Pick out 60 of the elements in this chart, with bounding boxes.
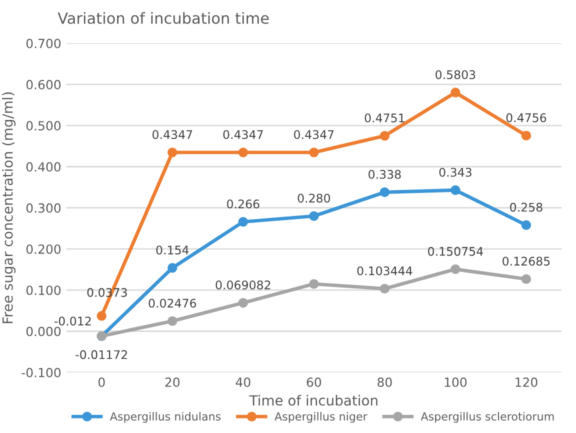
x-tick-label: 60	[306, 377, 322, 387]
point	[450, 185, 460, 196]
point	[309, 211, 319, 221]
data-label: 0.4347	[223, 130, 263, 140]
data-label: 0.258	[510, 202, 542, 212]
x-tick-label: 20	[165, 377, 180, 387]
data-label: 0.069082	[216, 280, 270, 290]
y-tick-label: 0.600	[26, 80, 61, 90]
point	[521, 220, 532, 230]
data-label: 0.103444	[357, 266, 412, 276]
x-tick-label: 120	[516, 377, 538, 387]
point	[309, 279, 319, 289]
y-tick-label: 0.000	[26, 326, 61, 336]
data-label: -0.012	[54, 316, 91, 326]
point	[521, 130, 532, 140]
chart-title: Variation of incubation time	[58, 12, 269, 24]
data-label: 0.5803	[436, 70, 476, 80]
x-axis-title: Time of incubation	[249, 394, 378, 406]
point	[238, 216, 248, 227]
data-label: 0.4347	[152, 130, 192, 140]
x-tick-label: 0	[98, 377, 105, 387]
point	[380, 187, 390, 198]
legend-label: Aspergillus sclerotiorum	[420, 412, 554, 423]
point	[521, 274, 532, 284]
data-label: 0.338	[368, 170, 401, 179]
legend-label: Aspergillus nidulans	[110, 412, 221, 423]
point	[380, 130, 390, 141]
data-label: -0.01172	[76, 350, 127, 360]
data-label: 0.150754	[428, 246, 483, 256]
x-tick-label: 100	[444, 377, 467, 387]
data-label: 0.4347	[294, 130, 334, 140]
data-label: 0.266	[227, 200, 260, 208]
y-tick-label: 0.700	[26, 38, 61, 48]
point	[450, 88, 460, 98]
y-axis-title: Free sugar concentration (mg/ml)	[2, 92, 16, 324]
point	[168, 316, 178, 326]
point	[168, 148, 178, 158]
point	[238, 148, 248, 158]
point	[380, 284, 390, 294]
data-label: 0.4751	[364, 113, 404, 122]
point	[238, 298, 248, 308]
data-label: 0.12685	[502, 256, 550, 266]
y-tick-label: 0.300	[26, 203, 61, 213]
data-label: 0.343	[439, 168, 472, 177]
y-tick-label: 0.400	[26, 162, 61, 172]
point	[309, 148, 319, 158]
data-label: 0.02476	[148, 298, 196, 308]
data-label: 0.4756	[506, 113, 546, 122]
y-tick-label: 0.100	[26, 286, 61, 296]
point	[450, 264, 460, 274]
point	[96, 311, 106, 321]
y-tick-label: 0.200	[26, 244, 61, 254]
y-tick-label: -0.100	[22, 368, 61, 378]
x-tick-label: 80	[378, 377, 392, 387]
y-tick-label: 0.500	[26, 121, 61, 130]
x-tick-label: 40	[236, 377, 250, 387]
legend-label: Aspergillus niger	[274, 412, 368, 423]
data-label: 0.280	[298, 194, 330, 203]
point	[168, 263, 178, 273]
data-label: 0.154	[156, 246, 189, 254]
